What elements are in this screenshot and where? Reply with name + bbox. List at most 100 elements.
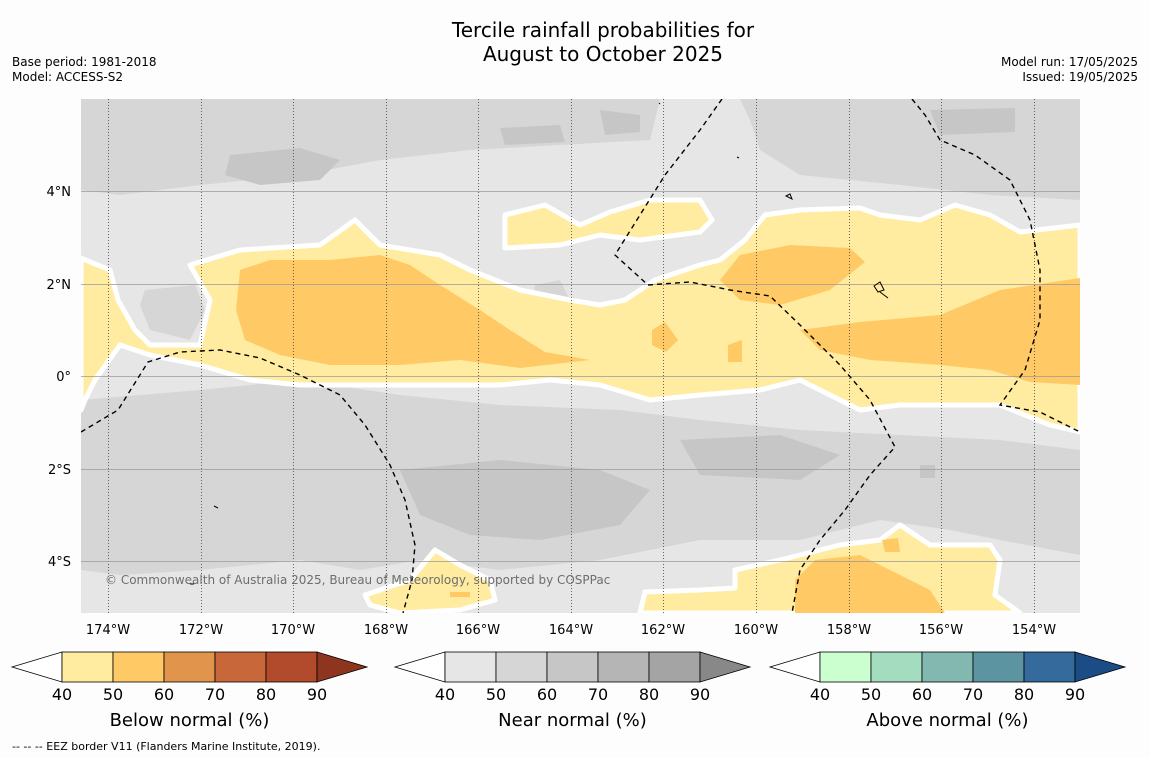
colorbar-tick-label: 90	[690, 685, 710, 704]
legend-above-normal: 40 50 60 70 80 90 Above normal (%)	[768, 651, 1127, 731]
colorbar-tick-label: 70	[963, 685, 983, 704]
title-line-1: Tercile rainfall probabilities for	[451, 18, 755, 42]
near-normal-60-region	[500, 125, 565, 145]
colorbar-segment	[61, 651, 114, 683]
colorbar-segment	[214, 651, 267, 683]
issued-date: Issued: 19/05/2025	[1022, 70, 1138, 84]
near-normal-60-region	[920, 465, 935, 478]
map-area: © Commonwealth of Australia 2025, Bureau…	[81, 99, 1080, 613]
model-run: Model run: 17/05/2025	[1000, 55, 1138, 69]
lat-tick: 2°N	[47, 278, 72, 293]
colorbar-tick-label: 40	[435, 685, 455, 704]
colorbar-segment	[870, 651, 923, 683]
colorbar-title: Above normal (%)	[866, 710, 1028, 731]
colorbar-tick-label: 40	[810, 685, 830, 704]
eez-border	[911, 99, 1080, 433]
near-normal-60-region	[600, 110, 640, 135]
colorbar-tick-label: 70	[588, 685, 608, 704]
lon-tick: 172°W	[179, 623, 223, 638]
colorbar-tick-label: 60	[154, 685, 174, 704]
colorbar-segment	[444, 651, 497, 683]
title-line-2: August to October 2025	[482, 42, 724, 66]
below-normal-50-region	[795, 555, 945, 613]
colorbar-tick-label: 80	[1014, 685, 1034, 704]
colorbar-tick-label: 90	[307, 685, 327, 704]
lon-tick: 154°W	[1012, 623, 1056, 638]
lon-tick: 174°W	[86, 623, 130, 638]
below-normal-50-region	[728, 340, 742, 362]
eez-borders	[81, 99, 1080, 613]
colorbar-over-triangle	[316, 651, 369, 683]
near-normal-60-region	[535, 490, 595, 495]
colorbar-segment	[921, 651, 974, 683]
colorbar-segment	[546, 651, 599, 683]
colorbar-under-triangle	[768, 651, 821, 683]
lon-tick: 170°W	[271, 623, 315, 638]
lat-tick: 4°N	[47, 185, 72, 200]
meta-left: Base period: 1981-2018 Model: ACCESS-S2	[12, 55, 157, 85]
lon-tick: 164°W	[549, 623, 593, 638]
model-name: Model: ACCESS-S2	[12, 70, 124, 84]
near-normal-60-region	[225, 148, 340, 185]
eez-border	[614, 99, 896, 613]
colorbar-under-triangle	[10, 651, 63, 683]
below-normal-50-region	[882, 538, 900, 552]
lat-tick: 0°	[56, 370, 71, 385]
below-normal-50-region	[720, 245, 865, 305]
colorbar-segment	[112, 651, 165, 683]
below-normal-50-region	[450, 592, 470, 597]
colorbar-tick-label: 80	[256, 685, 276, 704]
near-normal-50-region	[140, 285, 205, 340]
colorbar-tick-label: 50	[103, 685, 123, 704]
chart-title: Tercile rainfall probabilities for Augus…	[375, 18, 831, 66]
lon-tick: 160°W	[734, 623, 778, 638]
legend-near-normal: 40 50 60 70 80 90 Near normal (%)	[393, 651, 752, 731]
copyright-notice: © Commonwealth of Australia 2025, Bureau…	[105, 573, 610, 587]
colorbar-over-triangle	[699, 651, 752, 683]
colorbar-tick-label: 50	[861, 685, 881, 704]
colorbar-title: Near normal (%)	[498, 710, 647, 731]
below-normal-50-region	[800, 278, 1080, 385]
legend-below-normal: 40 50 60 70 80 90 Below normal (%)	[10, 651, 369, 731]
meta-right: Model run: 17/05/2025 Issued: 19/05/2025	[1001, 55, 1138, 85]
colorbar-segment	[495, 651, 548, 683]
near-normal-60-region	[930, 108, 1015, 135]
colorbar-tick-label: 50	[486, 685, 506, 704]
lat-tick: 2°S	[48, 463, 71, 478]
latitude-labels: 4°N 2°N 0° 2°S 4°S	[47, 185, 72, 570]
lon-tick: 158°W	[827, 623, 871, 638]
lat-tick: 4°S	[48, 555, 71, 570]
latitude-lines	[81, 191, 1080, 562]
lon-tick: 162°W	[641, 623, 685, 638]
eez-border	[81, 349, 416, 613]
lon-tick: 168°W	[364, 623, 408, 638]
colorbar-under-triangle	[393, 651, 446, 683]
colorbar-title: Below normal (%)	[110, 710, 270, 731]
colorbar-segment	[163, 651, 216, 683]
colorbar-segment	[648, 651, 701, 683]
colorbar-tick-label: 90	[1065, 685, 1085, 704]
colorbar-segment	[265, 651, 318, 683]
colorbar-segment	[1023, 651, 1076, 683]
below-normal-40-region-north	[502, 197, 715, 251]
longitude-labels: 174°W 172°W 170°W 168°W 166°W 164°W 162°…	[86, 623, 1056, 638]
below-normal-50-region	[236, 255, 590, 368]
below-normal-50-region	[652, 322, 678, 352]
below-normal-40-region-sw	[362, 547, 498, 613]
colorbar-tick-label: 80	[639, 685, 659, 704]
islands	[190, 102, 889, 585]
colorbar-segment	[597, 651, 650, 683]
base-period: Base period: 1981-2018	[12, 55, 157, 69]
eez-footnote: -- -- -- EEZ border V11 (Flanders Marine…	[12, 740, 321, 753]
colorbar-over-triangle	[1074, 651, 1127, 683]
colorbar-tick-label: 60	[537, 685, 557, 704]
colorbar-segment	[972, 651, 1025, 683]
lon-tick: 166°W	[456, 623, 500, 638]
near-normal-50-region	[81, 99, 660, 195]
near-normal-60-region	[680, 435, 840, 480]
colorbar-tick-label: 40	[52, 685, 72, 704]
lon-tick: 156°W	[919, 623, 963, 638]
near-normal-60-region	[400, 460, 650, 540]
colorbar-segment	[819, 651, 872, 683]
